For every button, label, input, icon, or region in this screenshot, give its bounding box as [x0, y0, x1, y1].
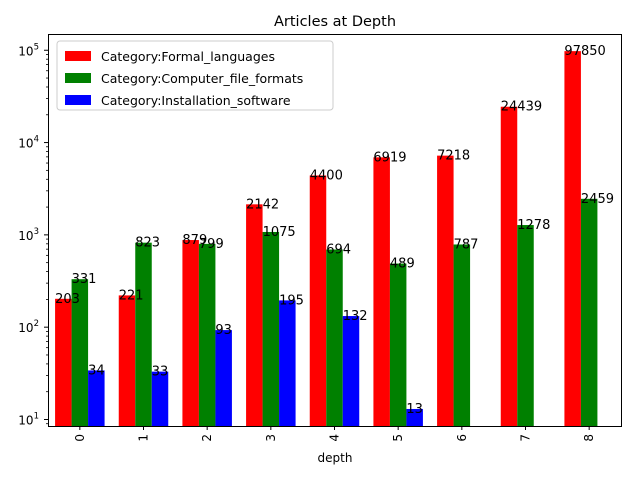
bar	[71, 279, 89, 426]
x-tick-label: 0	[73, 434, 87, 442]
x-axis: 0 1 2 3 4 5 6 7 8	[73, 426, 596, 442]
bar-value-label: 6919	[373, 150, 406, 165]
bar	[309, 175, 327, 426]
bar-value-label: 787	[454, 237, 479, 252]
bar	[406, 408, 423, 426]
bar-value-label: 203	[55, 292, 80, 307]
bar-value-label: 799	[199, 237, 224, 252]
bar-value-label: 331	[72, 272, 97, 287]
legend: Category:Formal_languages Category:Comput…	[56, 40, 334, 111]
y-tick-label: 103	[18, 227, 39, 243]
bar-value-label: 7218	[437, 149, 470, 164]
bar-value-label: 2142	[246, 197, 279, 212]
bar	[198, 243, 216, 426]
bar-value-label: 97850	[564, 44, 605, 59]
bar-value-label: 33	[152, 365, 169, 380]
bar-value-label: 13	[406, 402, 423, 417]
bar-value-label: 221	[119, 288, 144, 303]
bar	[342, 316, 360, 426]
bar-value-label: 2459	[581, 192, 614, 207]
bar	[373, 157, 390, 426]
legend-swatch	[65, 73, 91, 83]
bar	[246, 204, 263, 426]
bar-value-label: 93	[215, 323, 232, 338]
bar-value-label: 24439	[501, 100, 542, 115]
bar	[326, 249, 343, 426]
legend-swatch	[65, 95, 91, 105]
bar-value-label: 694	[326, 243, 351, 258]
bar	[182, 240, 199, 426]
bar	[580, 198, 598, 426]
bar-value-label: 489	[390, 257, 415, 272]
x-tick-label: 7	[519, 434, 533, 442]
y-axis: 101 102 103 104 105	[18, 42, 48, 427]
legend-swatch	[65, 51, 91, 61]
x-axis-label: depth	[318, 451, 353, 465]
x-tick-label: 3	[264, 434, 278, 442]
x-tick-label: 1	[137, 434, 151, 442]
legend-label: Category:Installation_software	[101, 93, 291, 108]
bar	[437, 155, 454, 426]
bar-value-label: 1075	[263, 225, 296, 240]
bar	[564, 51, 581, 426]
y-tick-label: 101	[18, 411, 39, 427]
bar-value-label: 4400	[310, 168, 343, 183]
bar	[500, 106, 518, 427]
x-tick-label: 4	[328, 434, 342, 442]
bar	[453, 244, 471, 426]
bar	[279, 300, 296, 426]
bar	[135, 242, 152, 426]
bar-value-label: 879	[182, 233, 207, 248]
bar-value-label: 823	[135, 236, 160, 251]
bar	[389, 263, 407, 426]
x-tick-label: 6	[455, 434, 469, 442]
bar	[215, 330, 232, 426]
bar-value-label: 34	[88, 363, 105, 378]
bar-value-label: 195	[279, 293, 304, 308]
bar	[517, 225, 534, 426]
bar-value-label: 132	[343, 309, 368, 324]
legend-label: Category:Formal_languages	[101, 49, 275, 64]
bar	[55, 298, 72, 426]
y-tick-label: 105	[18, 42, 39, 58]
y-tick-label: 104	[18, 135, 39, 151]
plot-bars	[55, 51, 598, 427]
legend-box	[56, 40, 334, 111]
bar	[262, 231, 280, 426]
y-tick-label: 102	[18, 319, 39, 335]
bar	[88, 370, 105, 426]
bar	[151, 371, 169, 426]
x-tick-label: 8	[582, 434, 596, 442]
bar-labels: 203 221 879 2142 4400 6919 7218 24439 97850 331 82…	[55, 44, 614, 417]
chart-title: Articles at Depth	[274, 14, 396, 30]
legend-label: Category:Computer_file_formats	[101, 71, 303, 86]
bar-value-label: 1278	[517, 218, 550, 233]
x-tick-label: 2	[200, 434, 214, 442]
x-tick-label: 5	[391, 434, 405, 442]
bar	[118, 295, 136, 426]
